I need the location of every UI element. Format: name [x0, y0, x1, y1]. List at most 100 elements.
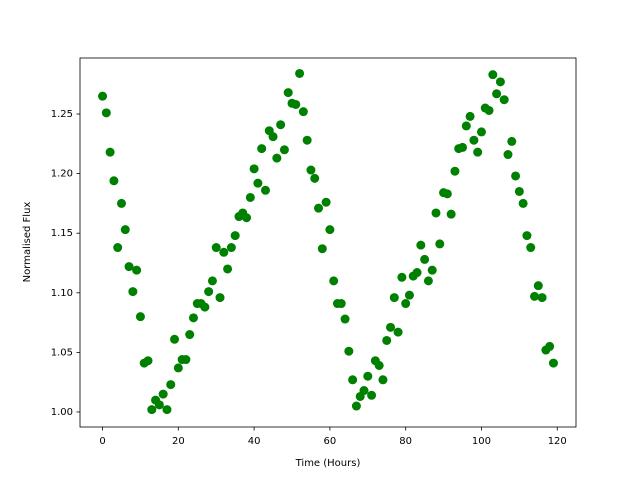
point	[367, 390, 377, 400]
point	[306, 165, 316, 175]
point	[101, 108, 111, 118]
point	[200, 302, 210, 312]
point	[435, 239, 445, 249]
point	[473, 147, 483, 157]
point	[109, 176, 119, 186]
point	[298, 107, 308, 117]
point	[276, 120, 286, 130]
point	[389, 293, 399, 303]
y-tick-label: 1.15	[51, 228, 73, 239]
point	[492, 89, 502, 99]
point	[530, 291, 540, 301]
point	[386, 322, 396, 332]
point	[503, 150, 513, 160]
x-tick-label: 100	[472, 436, 491, 447]
point	[249, 164, 259, 174]
point	[166, 380, 176, 390]
point	[279, 145, 289, 155]
point	[499, 95, 509, 105]
point	[170, 334, 180, 344]
point	[268, 132, 278, 142]
point	[207, 276, 217, 286]
point	[135, 312, 145, 322]
y-tick-label: 1.25	[51, 109, 73, 120]
y-tick-label: 1.00	[51, 407, 73, 418]
y-tick-label: 1.20	[51, 169, 73, 180]
y-tick-label: 1.10	[51, 288, 73, 299]
point	[404, 290, 414, 300]
plot-frame	[79, 57, 577, 428]
point	[465, 111, 475, 121]
point	[257, 144, 267, 154]
point	[245, 192, 255, 202]
point	[147, 405, 157, 415]
point	[461, 121, 471, 131]
point	[204, 287, 214, 297]
point	[295, 68, 305, 78]
y-axis-label: Normalised Flux	[22, 202, 33, 283]
point	[431, 208, 441, 218]
point	[283, 88, 293, 98]
point	[113, 243, 123, 253]
point	[526, 243, 536, 253]
point	[116, 198, 126, 208]
x-tick-label: 0	[99, 436, 105, 447]
point	[219, 247, 229, 257]
point	[226, 243, 236, 253]
point	[173, 363, 183, 373]
point	[314, 203, 324, 213]
x-tick-label: 60	[324, 436, 337, 447]
point	[105, 147, 115, 157]
point	[321, 197, 331, 207]
point	[507, 136, 517, 146]
point	[420, 254, 430, 264]
point	[340, 314, 350, 324]
point	[223, 264, 233, 274]
point	[374, 361, 384, 370]
point	[291, 99, 301, 109]
point	[423, 276, 433, 286]
point	[522, 231, 532, 241]
point	[548, 358, 558, 368]
point	[514, 186, 524, 196]
point	[188, 313, 198, 323]
point	[317, 244, 327, 254]
point	[401, 299, 411, 309]
point	[397, 272, 407, 282]
point	[253, 178, 263, 188]
point	[450, 166, 460, 176]
point	[230, 231, 240, 241]
point	[128, 287, 138, 297]
x-axis-label: Time (Hours)	[295, 458, 361, 469]
point	[537, 293, 547, 303]
point	[181, 355, 191, 365]
x-tick-label: 40	[248, 436, 261, 447]
point	[351, 401, 361, 411]
x-tick-label: 120	[548, 436, 567, 447]
point	[442, 189, 452, 199]
point	[469, 135, 479, 145]
point	[416, 240, 426, 250]
point	[185, 330, 195, 340]
point	[120, 225, 130, 235]
point	[348, 375, 358, 385]
point	[518, 198, 528, 208]
y-tick-label: 1.05	[51, 347, 73, 358]
point	[325, 225, 335, 235]
point	[132, 265, 142, 275]
point	[393, 327, 403, 337]
point	[211, 243, 221, 253]
point	[154, 400, 164, 410]
point	[336, 299, 346, 309]
point	[545, 341, 555, 351]
point	[382, 335, 392, 345]
point	[458, 142, 468, 152]
point	[363, 371, 373, 381]
point	[344, 346, 354, 356]
point	[412, 268, 422, 278]
point	[302, 135, 312, 145]
x-tick-label: 80	[399, 436, 412, 447]
point	[427, 265, 437, 275]
